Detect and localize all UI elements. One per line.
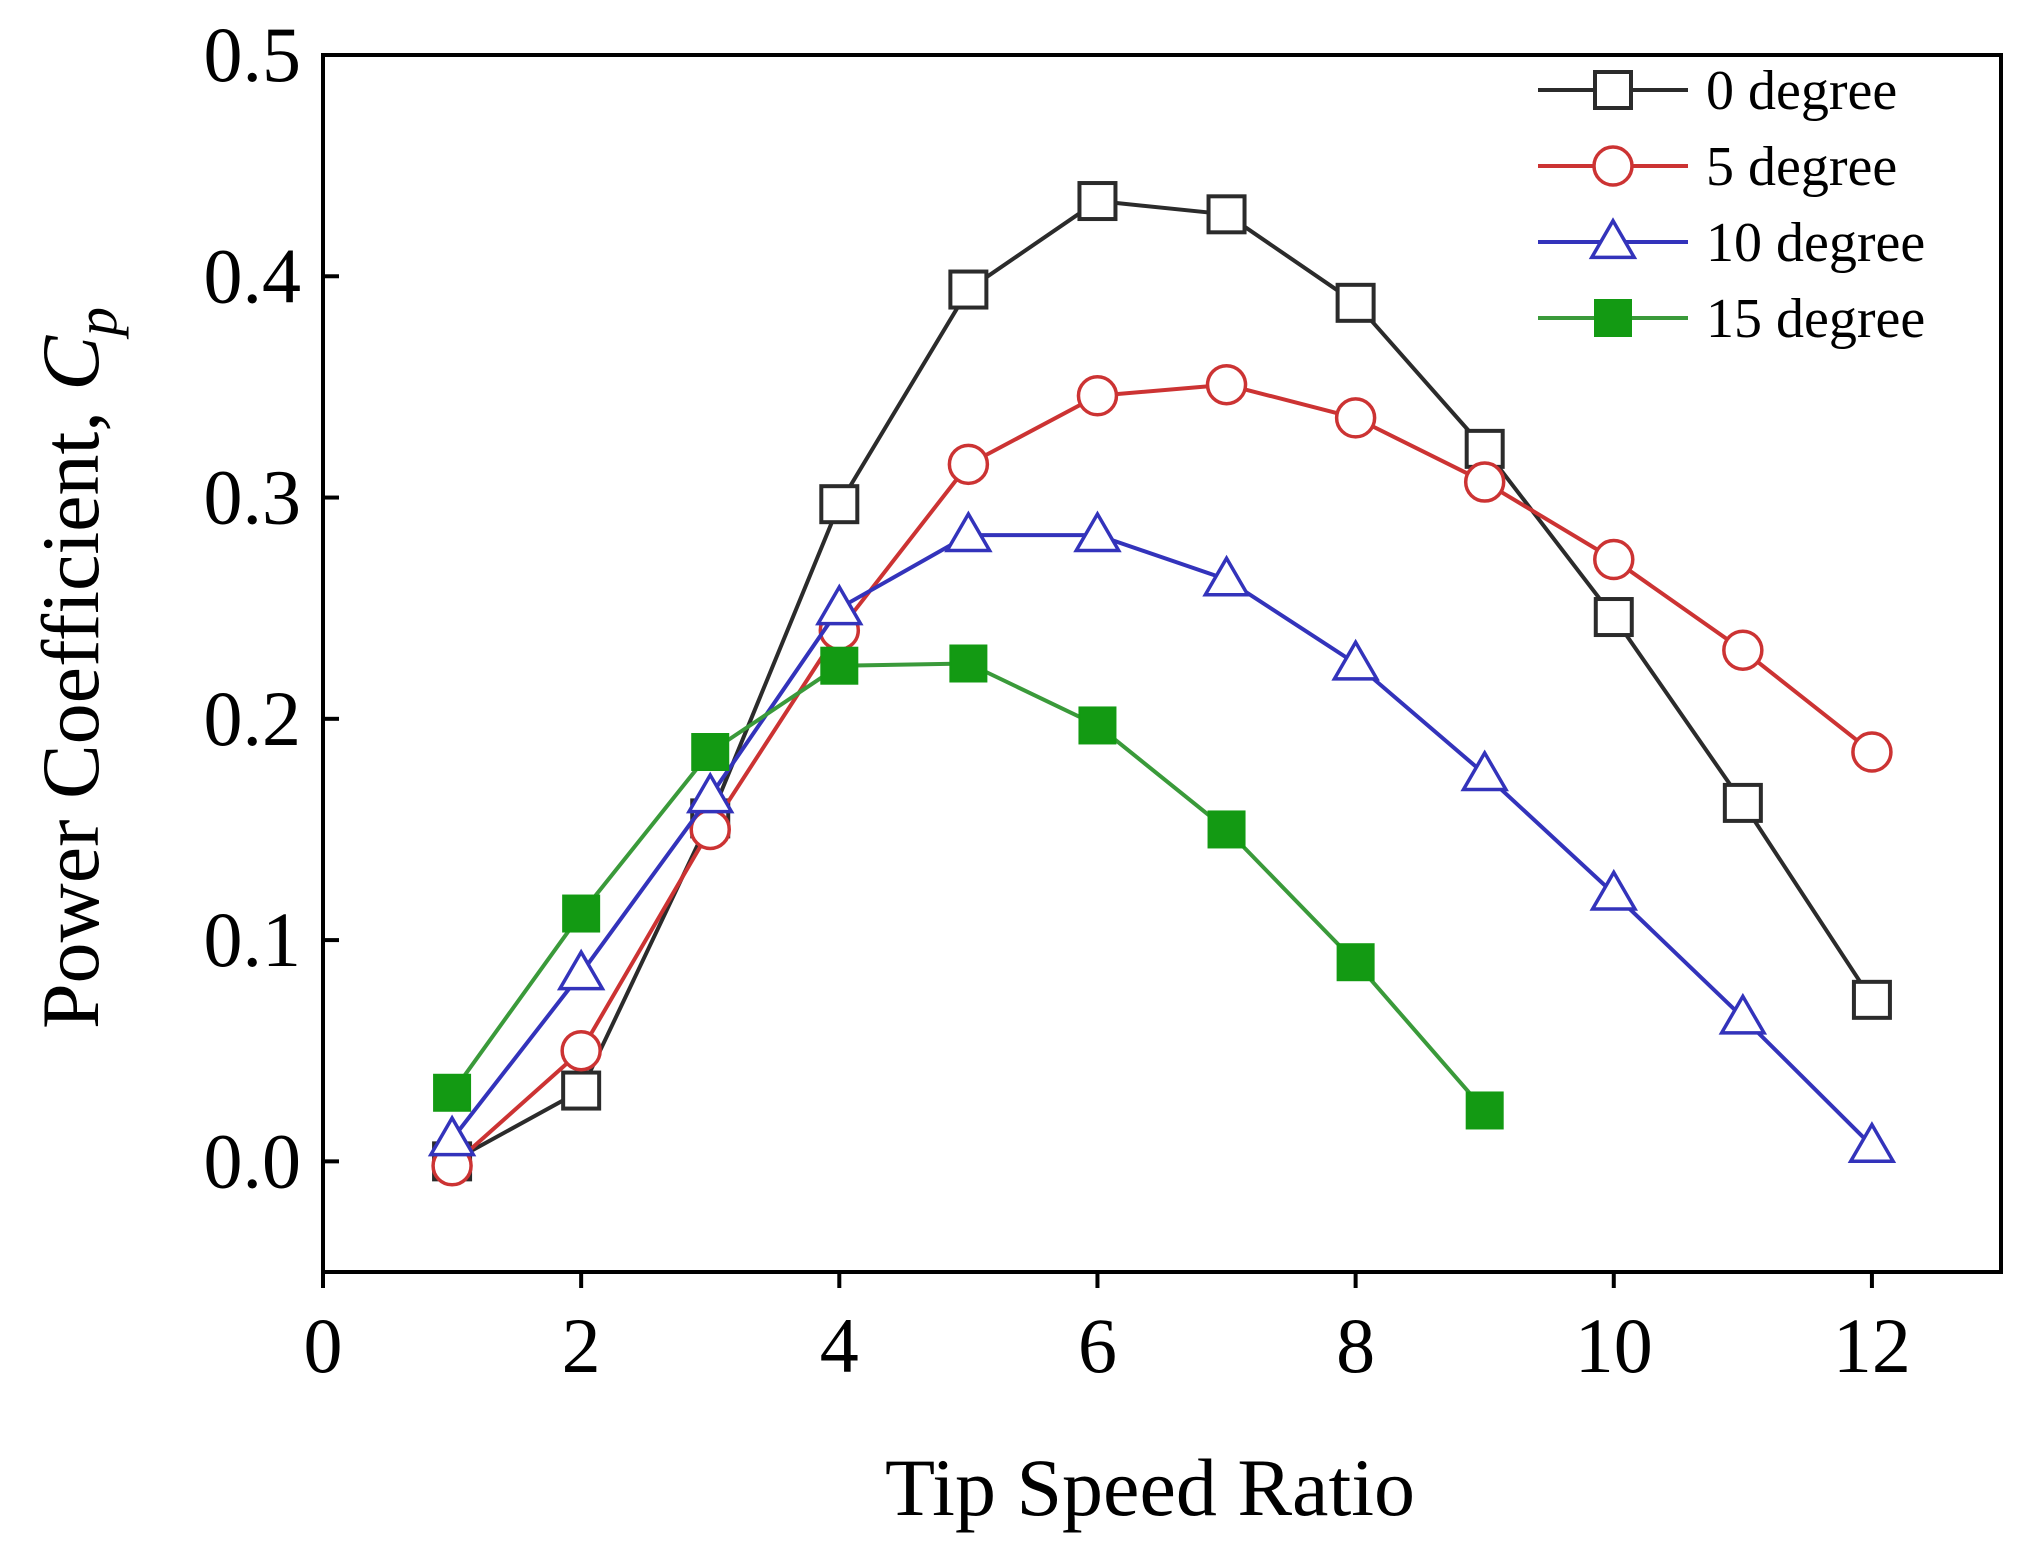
legend: 0 degree 5 degree 10 degree 15 degree bbox=[1538, 60, 1925, 350]
data-point bbox=[947, 443, 990, 486]
data-point bbox=[427, 1114, 477, 1157]
data-point bbox=[685, 771, 735, 814]
legend-label: 10 degree bbox=[1706, 212, 1925, 274]
data-point bbox=[1851, 979, 1892, 1020]
legend-marker bbox=[1594, 299, 1632, 337]
data-point bbox=[1851, 731, 1893, 773]
legend-item: 5 degree bbox=[1538, 136, 1897, 198]
data-point bbox=[1336, 943, 1375, 982]
legend-label: 0 degree bbox=[1706, 60, 1897, 122]
data-point bbox=[562, 894, 601, 933]
series-line bbox=[450, 533, 1874, 1148]
legend-marker bbox=[1592, 145, 1634, 187]
data-point bbox=[815, 583, 864, 626]
data-point bbox=[944, 510, 993, 553]
data-point bbox=[433, 1073, 472, 1112]
data-point bbox=[1202, 554, 1251, 597]
data-point bbox=[1207, 810, 1246, 849]
data-point bbox=[1463, 461, 1506, 503]
x-tick-label: 0 bbox=[304, 1302, 343, 1389]
data-point bbox=[560, 1029, 602, 1072]
data-point bbox=[561, 1070, 602, 1111]
y-axis-title-symbol: C bbox=[25, 335, 116, 391]
data-point bbox=[1078, 706, 1117, 745]
data-point bbox=[1847, 1121, 1897, 1164]
data-point bbox=[1589, 868, 1639, 911]
data-point bbox=[1722, 782, 1763, 823]
x-tick-label: 8 bbox=[1336, 1302, 1375, 1389]
data-point bbox=[1335, 282, 1376, 323]
data-point bbox=[1206, 194, 1247, 235]
y-axis-title-subscript: p bbox=[64, 307, 129, 340]
series-15-degree bbox=[433, 644, 1504, 1130]
series-5-degree bbox=[431, 363, 1893, 1187]
data-point bbox=[820, 646, 859, 685]
legend-item: 0 degree bbox=[1538, 60, 1897, 122]
data-point bbox=[1077, 181, 1118, 222]
data-point bbox=[1205, 363, 1248, 406]
data-point bbox=[949, 644, 988, 683]
data-point bbox=[1334, 397, 1377, 439]
x-axis-title: Tip Speed Ratio bbox=[885, 1442, 1415, 1533]
data-point bbox=[1593, 538, 1635, 581]
data-point bbox=[948, 269, 989, 310]
y-axis-title: Power Coefficient, Cp bbox=[25, 307, 129, 1029]
y-axis-title-text: Power Coefficient, bbox=[25, 391, 116, 1029]
y-tick-label: 0.0 bbox=[204, 1117, 302, 1204]
legend-marker bbox=[1588, 217, 1638, 260]
x-tick-label: 4 bbox=[820, 1302, 859, 1389]
data-point bbox=[1076, 375, 1119, 417]
y-tick-label: 0.5 bbox=[204, 11, 302, 98]
legend-marker bbox=[1593, 70, 1633, 110]
series-group bbox=[427, 181, 1897, 1187]
legend-label: 5 degree bbox=[1706, 136, 1897, 198]
y-tick-label: 0.4 bbox=[204, 232, 302, 319]
y-tick-label: 0.2 bbox=[204, 675, 302, 762]
data-point bbox=[556, 948, 606, 991]
data-point bbox=[691, 733, 730, 772]
legend-item: 15 degree bbox=[1538, 288, 1925, 350]
x-tick-label: 10 bbox=[1575, 1302, 1653, 1389]
data-point bbox=[1718, 992, 1768, 1035]
y-tick-label: 0.1 bbox=[204, 896, 302, 983]
x-tick-label: 6 bbox=[1078, 1302, 1117, 1389]
axis-ticks: 0.0 0.1 0.2 0.3 0.4 0.5 0 2 4 6 8 10 12 bbox=[204, 11, 1911, 1389]
legend-item: 10 degree bbox=[1538, 212, 1925, 274]
data-point bbox=[1722, 629, 1764, 671]
data-point bbox=[1465, 1091, 1504, 1130]
data-point bbox=[819, 484, 860, 525]
series-line bbox=[450, 382, 1874, 1168]
data-point bbox=[1460, 749, 1509, 792]
y-tick-label: 0.3 bbox=[204, 454, 302, 541]
legend-label: 15 degree bbox=[1706, 288, 1925, 350]
x-tick-label: 12 bbox=[1833, 1302, 1911, 1389]
data-point bbox=[1331, 638, 1380, 681]
data-point bbox=[1073, 510, 1122, 553]
x-tick-label: 2 bbox=[562, 1302, 601, 1389]
series-10-degree bbox=[427, 510, 1897, 1164]
plot-frame bbox=[321, 53, 2003, 1274]
data-point bbox=[1593, 597, 1634, 638]
